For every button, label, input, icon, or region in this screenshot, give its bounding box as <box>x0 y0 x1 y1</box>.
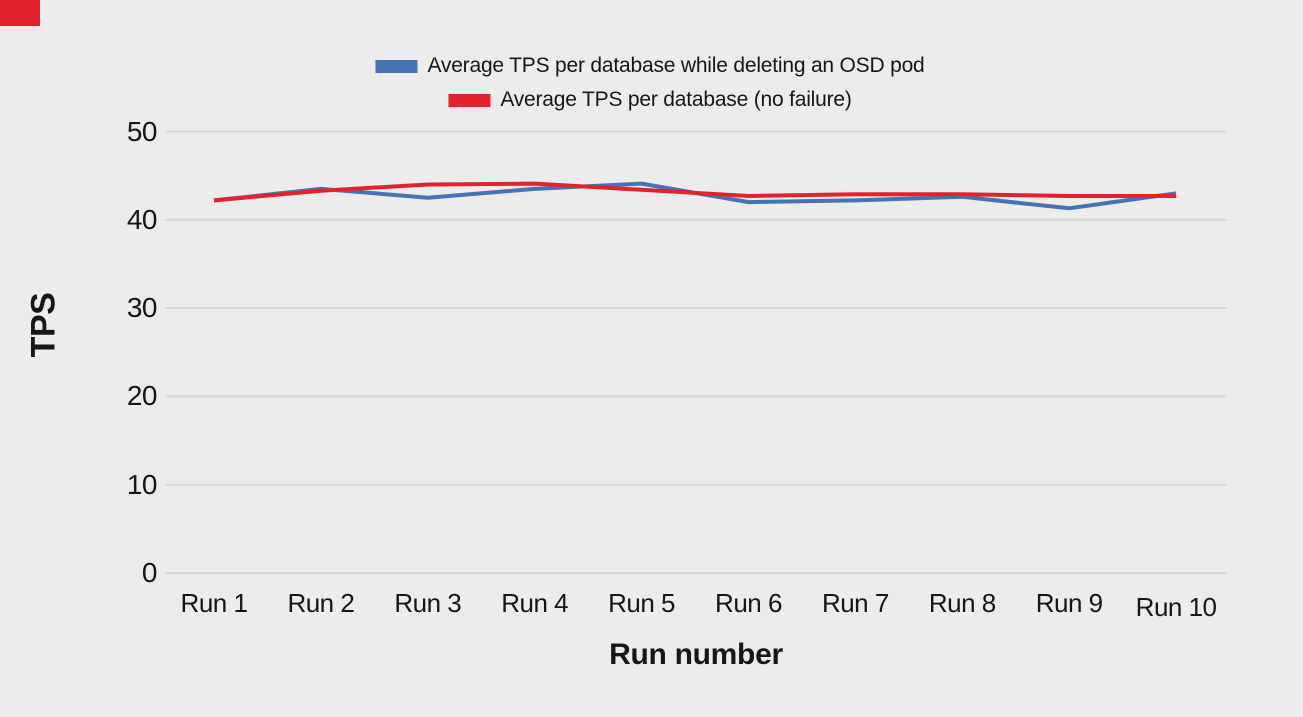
y-tick-label-20: 20 <box>126 380 158 412</box>
x-tick-label-run-2: Run 2 <box>287 588 355 618</box>
y-tick-label-40: 40 <box>126 203 158 235</box>
x-tick-label-run-9: Run 9 <box>1035 588 1103 618</box>
y-tick-label-30: 30 <box>126 292 158 324</box>
brand-corner-mark <box>0 0 40 26</box>
legend-label-osd-delete: Average TPS per database while deleting … <box>427 54 925 77</box>
x-tick-label-run-7: Run 7 <box>821 588 889 618</box>
y-tick-label-0: 0 <box>141 557 158 588</box>
legend-swatch-blue <box>375 59 418 73</box>
legend-swatch-red <box>448 93 491 107</box>
legend-item-no-failure: Average TPS per database (no failure) <box>448 88 852 112</box>
x-tick-label-run-8: Run 8 <box>928 588 996 618</box>
x-tick-label-run-10: Run 10 <box>1135 592 1217 622</box>
series-lines-group <box>213 181 1177 211</box>
y-tick-label-10: 10 <box>126 468 158 500</box>
x-axis-title: Run number <box>609 638 783 671</box>
x-tick-label-run-6: Run 6 <box>715 588 782 618</box>
legend-label-no-failure: Average TPS per database (no failure) <box>500 88 852 111</box>
x-tick-label-run-5: Run 5 <box>608 588 676 618</box>
gridlines-group <box>165 130 1227 574</box>
x-tick-label-run-4: Run 4 <box>501 588 569 618</box>
y-axis-title: TPS <box>24 292 63 358</box>
x-tick-label-run-3: Run 3 <box>394 588 462 618</box>
chart-legend: Average TPS per database while deleting … <box>375 54 925 112</box>
legend-item-osd-delete: Average TPS per database while deleting … <box>375 54 925 78</box>
series-line-no-failure <box>213 181 1177 203</box>
y-tick-label-50: 50 <box>126 115 158 147</box>
x-tick-label-run-1: Run 1 <box>180 588 248 618</box>
